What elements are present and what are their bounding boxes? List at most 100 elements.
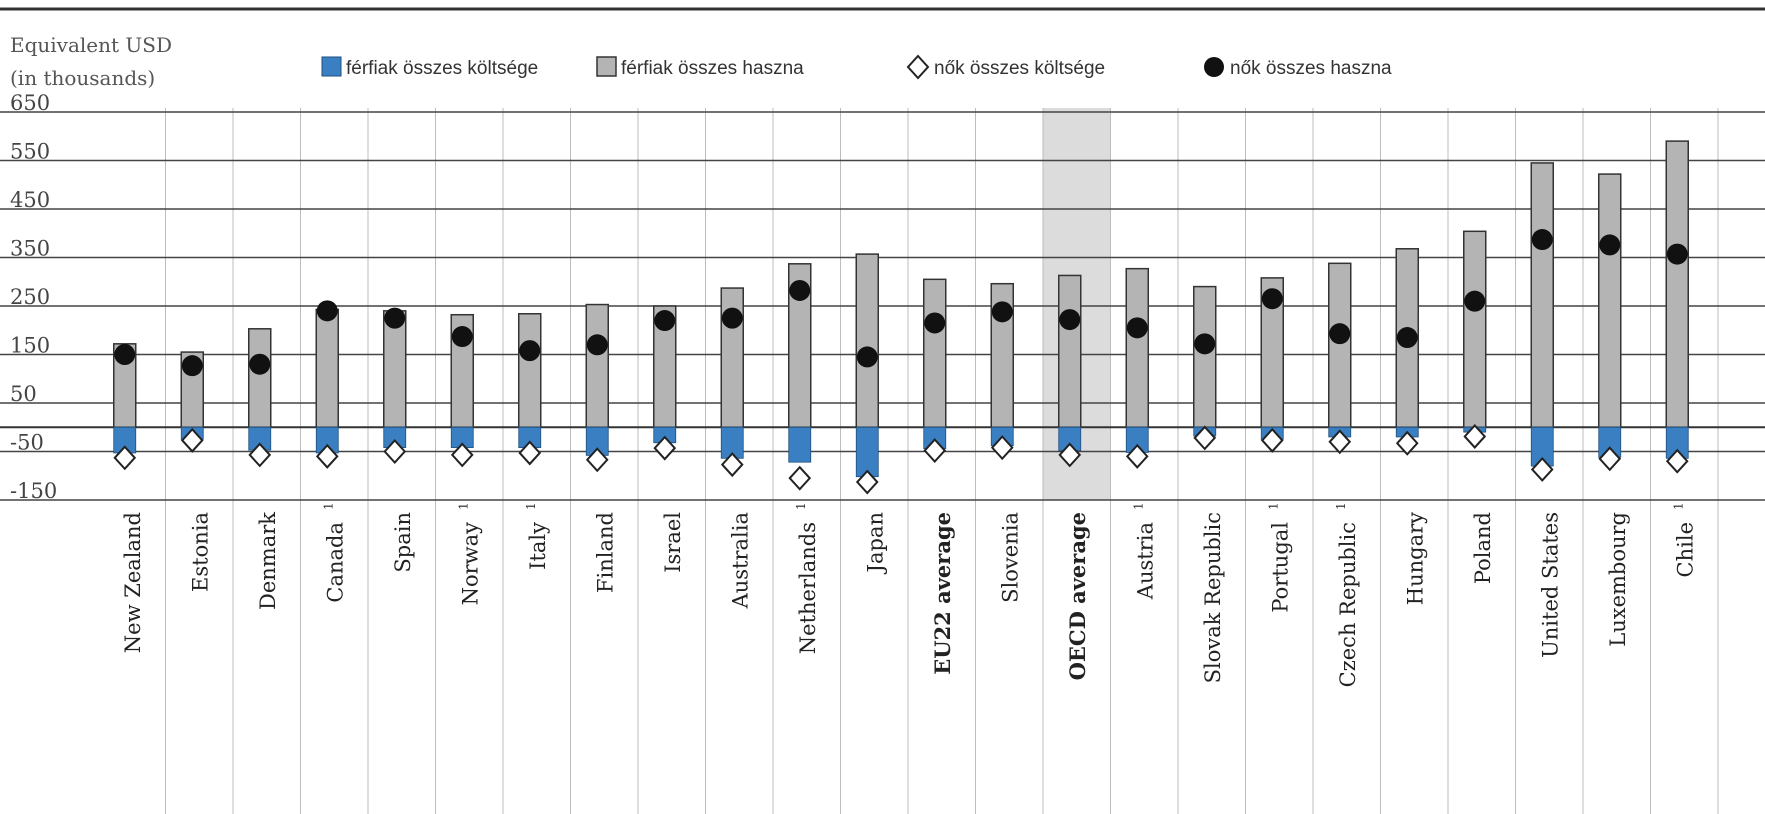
- legend-women-cost-label: nők összes költsége: [934, 58, 1105, 79]
- marker-women-benefit: [114, 344, 136, 365]
- marker-women-benefit: [249, 353, 271, 375]
- bar-men-benefit: [855, 253, 879, 428]
- marker-women-benefit: [721, 307, 743, 329]
- marker-women-cost: [1328, 429, 1352, 455]
- marker-women-cost: [315, 443, 339, 469]
- marker-women-cost: [1260, 427, 1284, 453]
- x-tick-label: Poland: [1471, 512, 1495, 584]
- legend-men-cost-label: férfiak összes költsége: [346, 58, 538, 79]
- x-tick-label-sup: 1: [1131, 502, 1145, 510]
- marker-women-benefit: [586, 334, 608, 356]
- y-tick-label: -50: [10, 431, 44, 455]
- legend: férfiak összes költsége férfiak összes h…: [321, 54, 1392, 80]
- x-tick-label: Italy: [526, 522, 550, 570]
- x-tick-label: Israel: [661, 512, 685, 573]
- marker-women-cost: [653, 435, 677, 461]
- marker-women-benefit: [1599, 234, 1621, 256]
- y-tick-label: 450: [10, 188, 50, 212]
- bar-men-benefit: [1058, 274, 1082, 428]
- marker-women-cost: [585, 447, 609, 473]
- marker-women-cost: [720, 452, 744, 478]
- y-tick-label: 650: [10, 91, 50, 115]
- x-tick-label: OECD average: [1065, 512, 1090, 680]
- legend-women-cost-diamond: [906, 54, 930, 80]
- marker-women-cost: [1125, 443, 1149, 469]
- bar-men-cost: [788, 426, 812, 463]
- marker-women-cost: [518, 440, 542, 466]
- marker-women-cost: [788, 465, 812, 491]
- markers: [113, 229, 1689, 495]
- bar-men-benefit: [315, 308, 339, 428]
- x-tick-label-sup: 1: [1266, 502, 1280, 510]
- bar-men-benefit: [1530, 162, 1554, 429]
- marker-women-cost: [450, 442, 474, 468]
- marker-women-benefit: [789, 279, 811, 301]
- x-tick-label: Slovenia: [998, 512, 1022, 603]
- marker-women-cost: [990, 435, 1014, 461]
- x-tick-label: Japan: [863, 512, 887, 574]
- x-tick-label: Finland: [593, 512, 617, 593]
- marker-women-cost: [1193, 425, 1217, 451]
- x-tick-label: Canada: [323, 522, 347, 603]
- x-tick-label: Chile: [1673, 522, 1697, 577]
- bar-men-benefit: [1193, 285, 1217, 428]
- bar-men-benefit: [1125, 267, 1149, 428]
- x-tick-label-sup: 1: [321, 502, 335, 510]
- marker-women-benefit: [1059, 309, 1081, 331]
- bar-men-benefit: [518, 313, 542, 429]
- legend-women-benefit-label: nők összes haszna: [1230, 58, 1392, 79]
- x-tick-label: United States: [1538, 512, 1562, 658]
- marker-women-benefit: [856, 346, 878, 368]
- x-tick-label-sup: 1: [456, 502, 470, 510]
- bar-men-benefit: [1463, 230, 1487, 428]
- marker-women-benefit: [1531, 229, 1553, 251]
- x-tick-label: Estonia: [188, 512, 212, 592]
- legend-men-benefit-swatch: [596, 56, 617, 77]
- marker-women-benefit: [181, 355, 203, 377]
- x-tick-label: Norway: [458, 522, 482, 606]
- marker-women-cost: [248, 442, 272, 468]
- x-tick-label: Luxembourg: [1606, 512, 1630, 647]
- y-tick-label: -150: [10, 479, 57, 503]
- legend-women-benefit-dot: [1204, 57, 1224, 77]
- marker-women-cost: [1598, 446, 1622, 472]
- marker-women-cost: [1665, 448, 1689, 474]
- x-tick-label: Netherlands: [796, 522, 820, 654]
- x-tick-label-sup: 1: [1671, 502, 1685, 510]
- x-tick-label-sup: 1: [524, 502, 538, 510]
- x-tick-label: Hungary: [1403, 512, 1427, 605]
- x-tick-label: Slovak Republic: [1201, 512, 1225, 683]
- marker-women-cost: [1463, 423, 1487, 449]
- marker-women-benefit: [1261, 288, 1283, 310]
- marker-women-cost: [1395, 430, 1419, 456]
- marker-women-benefit: [1666, 243, 1688, 265]
- marker-women-benefit: [1126, 317, 1148, 339]
- bar-men-benefit: [585, 303, 609, 429]
- legend-men-cost-swatch: [321, 56, 342, 77]
- y-axis-title-line1: Equivalent USD: [10, 33, 172, 57]
- x-tick-label-sup: 1: [794, 502, 808, 510]
- x-tick-label: Czech Republic: [1336, 522, 1360, 687]
- y-axis-ticks: 650 550 450 350 250 150 50 -50 -150: [10, 91, 57, 503]
- marker-women-benefit: [1396, 327, 1418, 349]
- y-tick-label: 250: [10, 285, 50, 309]
- y-axis-title-line2: (in thousands): [10, 66, 155, 90]
- bar-men-cost: [855, 426, 879, 478]
- x-tick-label: New Zealand: [121, 512, 145, 653]
- x-tick-label: Denmark: [256, 512, 280, 610]
- marker-women-cost: [923, 438, 947, 464]
- marker-women-cost: [180, 427, 204, 453]
- marker-women-cost: [1530, 456, 1554, 482]
- y-tick-label: 150: [10, 334, 50, 358]
- marker-women-benefit: [1194, 333, 1216, 355]
- marker-women-benefit: [451, 326, 473, 348]
- marker-women-cost: [113, 445, 137, 471]
- x-tick-label: Austria: [1133, 522, 1157, 600]
- y-tick-label: 350: [10, 237, 50, 261]
- bar-men-benefit: [1598, 173, 1622, 428]
- marker-women-benefit: [654, 310, 676, 332]
- marker-women-benefit: [316, 300, 338, 322]
- y-tick-label: 50: [10, 382, 37, 406]
- x-tick-label: Portugal: [1268, 522, 1292, 613]
